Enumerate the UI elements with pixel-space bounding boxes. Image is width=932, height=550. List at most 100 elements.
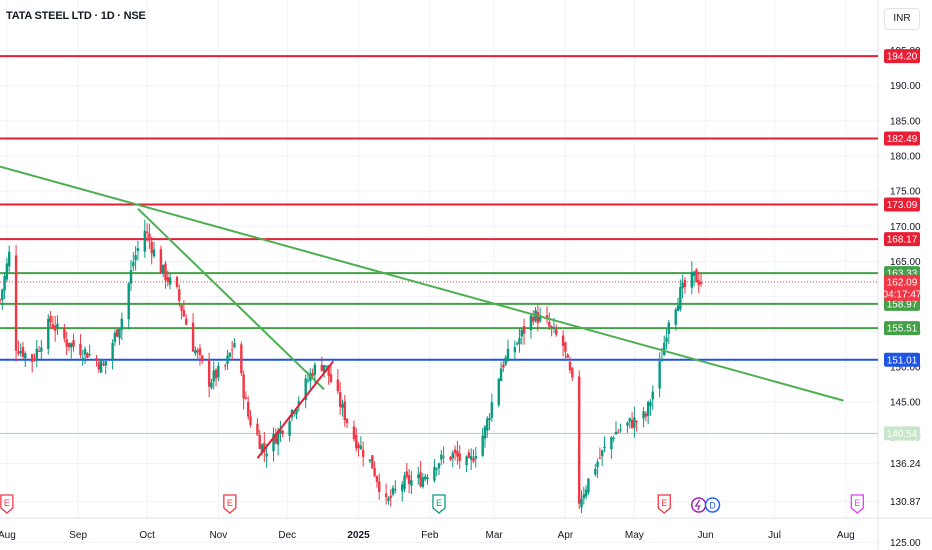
dividend-event-icon[interactable]: D xyxy=(704,497,721,513)
candle-body xyxy=(134,255,137,261)
candle-body xyxy=(617,431,620,433)
candle-body xyxy=(442,456,445,458)
candle-body xyxy=(201,355,204,362)
earnings-event-icon[interactable]: E xyxy=(850,494,864,514)
candle-body xyxy=(180,304,183,311)
price-tick-label: 136.24 xyxy=(890,459,921,470)
candle-body xyxy=(152,249,156,257)
split-event-icon[interactable] xyxy=(690,497,707,513)
candle-body xyxy=(5,263,9,280)
earnings-marker-shape xyxy=(657,494,671,514)
earnings-event-icon[interactable]: E xyxy=(432,494,446,514)
earnings-event-icon[interactable]: E xyxy=(0,494,14,514)
candle-body xyxy=(230,349,234,351)
candle-body xyxy=(465,456,468,466)
earnings-marker-shape xyxy=(850,494,864,514)
candle-body xyxy=(263,442,266,453)
candle-body xyxy=(53,325,57,331)
earnings-marker-label: E xyxy=(854,498,860,508)
candle-body xyxy=(166,276,169,283)
candle-body xyxy=(81,357,84,359)
candle-body xyxy=(394,489,397,491)
candle-body xyxy=(97,362,101,370)
price-tick-label: 180.00 xyxy=(890,151,921,162)
time-tick-label: Feb xyxy=(421,530,439,541)
candle-body xyxy=(178,289,181,301)
candle-body xyxy=(143,230,147,252)
candle-body xyxy=(281,430,284,434)
price-tick-label: 175.00 xyxy=(890,187,921,198)
price-tick-label: 150.00 xyxy=(890,362,921,373)
candle-body xyxy=(407,475,411,484)
candle-body xyxy=(306,380,310,382)
earnings-event-icon[interactable]: E xyxy=(223,494,237,514)
candles xyxy=(0,219,703,514)
split-marker-bolt xyxy=(694,499,701,511)
candle-body xyxy=(72,340,75,347)
candle-body xyxy=(127,283,130,320)
candle-body xyxy=(21,346,25,357)
time-axis[interactable]: Aug Sep Oct Nov Dec 2025 Feb Mar Apr May Jun Jul Aug xyxy=(0,530,855,541)
candle-body xyxy=(329,374,333,383)
candle-body xyxy=(260,444,264,453)
candle-body xyxy=(65,339,68,347)
candle-body xyxy=(355,434,358,449)
earnings-marker-shape xyxy=(0,494,14,514)
level-tag-158.97: 158.97 xyxy=(887,299,918,310)
candle-body xyxy=(467,452,471,458)
time-tick-label: 2025 xyxy=(347,530,370,541)
trendline-2[interactable] xyxy=(137,207,325,391)
candle-body xyxy=(568,361,572,371)
candle-body xyxy=(99,360,103,373)
candle-body xyxy=(451,452,454,459)
candle-body xyxy=(692,271,696,276)
candle-body xyxy=(449,456,452,460)
trendline-3[interactable] xyxy=(256,360,335,459)
candle-body xyxy=(649,402,652,407)
candle-body xyxy=(619,429,622,431)
candle-body xyxy=(102,363,105,365)
candle-body xyxy=(453,449,457,453)
candle-body xyxy=(210,382,213,388)
candle-body xyxy=(536,312,540,324)
candle-body xyxy=(596,461,599,467)
candle-body xyxy=(401,484,404,492)
candle-body xyxy=(191,322,195,352)
earnings-marker-label: E xyxy=(436,498,442,508)
candle-body xyxy=(244,397,248,399)
candle-body xyxy=(359,445,363,450)
candle-body xyxy=(240,344,243,374)
level-tag-151.01: 151.01 xyxy=(887,355,918,366)
candle-body xyxy=(674,309,677,325)
trendline-1[interactable] xyxy=(0,165,844,402)
level-tag-194.20: 194.20 xyxy=(887,52,918,63)
candle-body xyxy=(361,449,365,457)
candle-body xyxy=(304,378,307,400)
candle-body xyxy=(419,472,422,487)
candle-body xyxy=(561,335,565,346)
earnings-marker-label: E xyxy=(661,498,667,508)
candle-body xyxy=(40,347,43,352)
candle-body xyxy=(566,354,569,358)
trendlines[interactable] xyxy=(0,165,844,459)
candle-body xyxy=(19,351,22,354)
candle-body xyxy=(587,478,590,493)
earnings-marker-shape xyxy=(432,494,446,514)
candle-body xyxy=(136,248,140,252)
candle-body xyxy=(665,337,668,343)
candle-body xyxy=(182,310,186,317)
candle-body xyxy=(194,350,197,354)
earnings-event-icon[interactable]: E xyxy=(657,494,671,514)
candle-body xyxy=(642,411,645,419)
candle-body xyxy=(690,271,694,288)
symbol-title[interactable]: TATA STEEL LTD · 1D · NSE xyxy=(6,10,146,22)
candle-body xyxy=(242,374,245,399)
candle-body xyxy=(47,318,50,349)
currency-button[interactable]: INR xyxy=(884,8,920,30)
horizontal-levels[interactable] xyxy=(0,55,878,434)
candle-body xyxy=(681,282,684,289)
candle-body xyxy=(311,373,314,377)
